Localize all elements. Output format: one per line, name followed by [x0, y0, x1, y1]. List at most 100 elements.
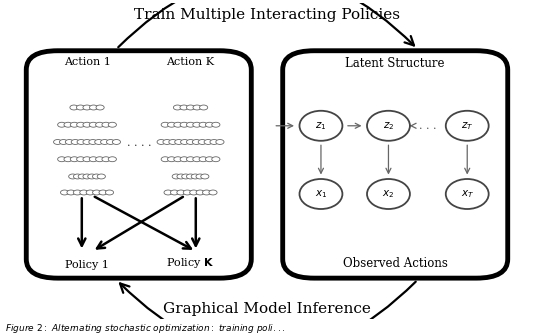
Circle shape	[193, 122, 201, 127]
FancyArrowPatch shape	[118, 0, 414, 47]
Text: . . . .: . . . .	[127, 138, 151, 148]
Circle shape	[196, 190, 204, 195]
Circle shape	[193, 105, 201, 110]
Circle shape	[191, 174, 199, 179]
Circle shape	[163, 139, 171, 144]
Circle shape	[97, 174, 105, 179]
Circle shape	[164, 190, 172, 195]
Ellipse shape	[367, 179, 410, 209]
Circle shape	[73, 174, 82, 179]
Circle shape	[77, 139, 85, 144]
Circle shape	[100, 139, 109, 144]
Text: Action K: Action K	[167, 57, 215, 67]
Circle shape	[200, 105, 208, 110]
Circle shape	[206, 157, 214, 162]
Circle shape	[53, 139, 62, 144]
Text: Action 1: Action 1	[64, 57, 111, 67]
Circle shape	[102, 122, 110, 127]
Circle shape	[174, 157, 182, 162]
Circle shape	[83, 139, 91, 144]
Text: $z_1$: $z_1$	[315, 120, 327, 132]
Circle shape	[168, 157, 176, 162]
Circle shape	[196, 174, 204, 179]
Circle shape	[204, 139, 212, 144]
Ellipse shape	[300, 111, 342, 141]
Circle shape	[95, 139, 103, 144]
Ellipse shape	[446, 111, 489, 141]
Circle shape	[102, 157, 110, 162]
Circle shape	[83, 157, 91, 162]
Text: $x_1$: $x_1$	[315, 188, 327, 200]
Circle shape	[70, 157, 78, 162]
Circle shape	[202, 190, 210, 195]
Circle shape	[210, 139, 218, 144]
Circle shape	[108, 157, 116, 162]
Circle shape	[64, 157, 72, 162]
Circle shape	[106, 139, 115, 144]
Circle shape	[83, 174, 91, 179]
Text: $\it{Figure\ 2:\ Alternating\ stochastic\ optimization:\ training\ poli...}$: $\it{Figure\ 2:\ Alternating\ stochastic…	[5, 322, 286, 335]
Circle shape	[169, 139, 177, 144]
Circle shape	[89, 157, 97, 162]
Circle shape	[198, 139, 206, 144]
Circle shape	[105, 190, 114, 195]
Text: Policy $\mathbf{K}$: Policy $\mathbf{K}$	[167, 256, 215, 270]
Circle shape	[177, 190, 185, 195]
Circle shape	[193, 157, 201, 162]
Circle shape	[70, 105, 78, 110]
Circle shape	[58, 157, 66, 162]
Circle shape	[170, 190, 178, 195]
Circle shape	[76, 122, 85, 127]
Circle shape	[182, 174, 190, 179]
Circle shape	[96, 122, 104, 127]
Circle shape	[58, 122, 66, 127]
Circle shape	[201, 174, 209, 179]
Circle shape	[89, 122, 97, 127]
Circle shape	[209, 190, 217, 195]
FancyBboxPatch shape	[26, 51, 252, 278]
Circle shape	[174, 122, 182, 127]
Circle shape	[157, 139, 165, 144]
FancyBboxPatch shape	[282, 51, 508, 278]
Circle shape	[212, 157, 220, 162]
Circle shape	[192, 139, 200, 144]
Circle shape	[92, 190, 101, 195]
Circle shape	[180, 105, 188, 110]
Text: Latent Structure: Latent Structure	[345, 57, 445, 70]
Circle shape	[88, 174, 96, 179]
Circle shape	[64, 122, 72, 127]
Circle shape	[216, 139, 224, 144]
Ellipse shape	[367, 111, 410, 141]
Circle shape	[76, 105, 84, 110]
Circle shape	[89, 139, 97, 144]
Circle shape	[199, 157, 207, 162]
Circle shape	[206, 122, 214, 127]
Circle shape	[186, 139, 194, 144]
Circle shape	[172, 174, 180, 179]
Circle shape	[161, 157, 169, 162]
Circle shape	[175, 139, 183, 144]
Circle shape	[67, 190, 75, 195]
Text: $x_2$: $x_2$	[382, 188, 395, 200]
Circle shape	[65, 139, 74, 144]
Text: $z_2$: $z_2$	[383, 120, 394, 132]
Circle shape	[199, 122, 207, 127]
Circle shape	[190, 190, 198, 195]
Circle shape	[180, 139, 189, 144]
Ellipse shape	[446, 179, 489, 209]
Text: Graphical Model Inference: Graphical Model Inference	[163, 302, 371, 316]
Text: $z_T$: $z_T$	[461, 120, 474, 132]
Circle shape	[86, 190, 95, 195]
Ellipse shape	[300, 179, 342, 209]
Circle shape	[83, 122, 91, 127]
Circle shape	[161, 122, 169, 127]
Circle shape	[70, 122, 78, 127]
Circle shape	[76, 157, 85, 162]
Circle shape	[78, 174, 87, 179]
Circle shape	[60, 190, 69, 195]
Circle shape	[168, 122, 176, 127]
Text: Train Multiple Interacting Policies: Train Multiple Interacting Policies	[134, 8, 400, 22]
Circle shape	[59, 139, 68, 144]
Circle shape	[186, 174, 194, 179]
Circle shape	[96, 157, 104, 162]
